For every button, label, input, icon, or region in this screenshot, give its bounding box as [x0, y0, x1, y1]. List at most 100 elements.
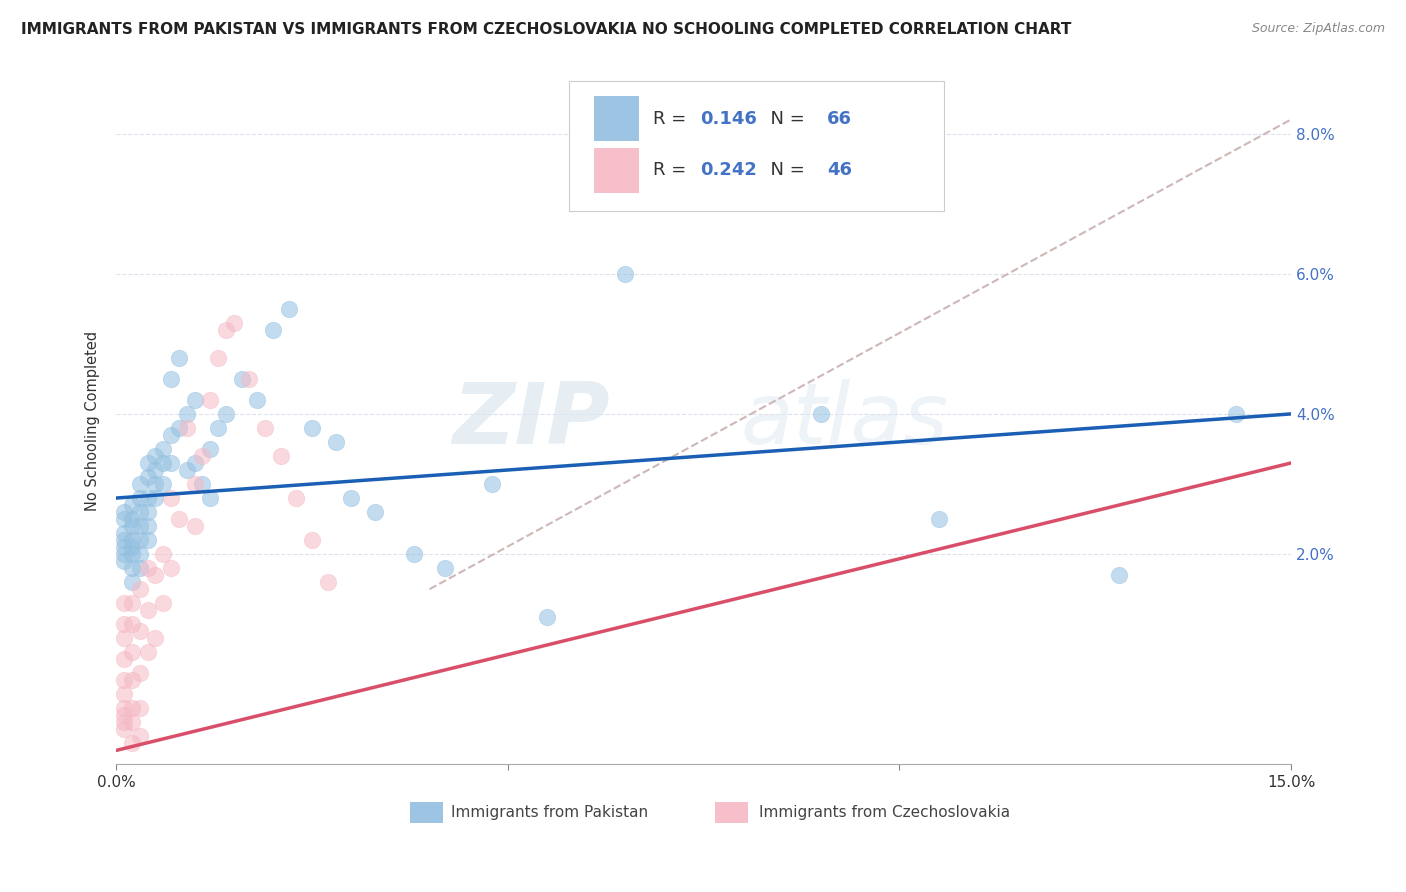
Point: [262, 323, 284, 337]
Point: [160, 372, 183, 386]
Point: [145, 477, 167, 491]
Text: atlas: atlas: [741, 379, 949, 462]
Point: [121, 561, 143, 575]
Point: [160, 428, 183, 442]
Point: [136, 456, 159, 470]
Point: [128, 505, 150, 519]
Point: [176, 407, 198, 421]
Point: [183, 519, 205, 533]
Y-axis label: No Schooling Completed: No Schooling Completed: [86, 331, 100, 511]
Point: [112, 715, 135, 730]
FancyBboxPatch shape: [595, 96, 640, 141]
Point: [136, 603, 159, 617]
Point: [121, 547, 143, 561]
Point: [112, 533, 135, 547]
Point: [231, 372, 253, 386]
Point: [152, 596, 174, 610]
Point: [207, 351, 229, 365]
Point: [207, 421, 229, 435]
Point: [128, 561, 150, 575]
FancyBboxPatch shape: [716, 802, 748, 823]
Point: [145, 449, 167, 463]
Point: [277, 301, 299, 316]
Text: ZIP: ZIP: [453, 379, 610, 462]
Point: [316, 575, 339, 590]
Point: [364, 505, 387, 519]
Point: [112, 687, 135, 701]
Point: [246, 392, 269, 407]
Point: [152, 456, 174, 470]
Point: [112, 540, 135, 554]
Point: [112, 512, 135, 526]
Point: [128, 701, 150, 715]
Point: [270, 449, 292, 463]
Point: [112, 723, 135, 737]
Point: [301, 421, 323, 435]
Point: [176, 463, 198, 477]
Point: [128, 519, 150, 533]
Text: 46: 46: [827, 161, 852, 179]
Point: [183, 392, 205, 407]
Point: [112, 526, 135, 541]
Point: [215, 407, 238, 421]
Point: [121, 617, 143, 632]
Point: [112, 632, 135, 646]
Point: [160, 456, 183, 470]
Text: Immigrants from Czechoslovakia: Immigrants from Czechoslovakia: [759, 805, 1010, 820]
Point: [191, 449, 214, 463]
Point: [167, 351, 190, 365]
Point: [215, 323, 238, 337]
Point: [183, 456, 205, 470]
Point: [136, 470, 159, 484]
Point: [128, 477, 150, 491]
Point: [160, 491, 183, 505]
Point: [121, 715, 143, 730]
Point: [536, 610, 558, 624]
Point: [112, 547, 135, 561]
Point: [928, 512, 950, 526]
Point: [121, 645, 143, 659]
Point: [121, 701, 143, 715]
Point: [145, 568, 167, 582]
Point: [121, 498, 143, 512]
Point: [128, 582, 150, 596]
Point: [136, 533, 159, 547]
Point: [176, 421, 198, 435]
Point: [136, 645, 159, 659]
Point: [200, 442, 222, 456]
Point: [128, 624, 150, 639]
Point: [301, 533, 323, 547]
Text: Source: ZipAtlas.com: Source: ZipAtlas.com: [1251, 22, 1385, 36]
FancyBboxPatch shape: [411, 802, 443, 823]
Point: [112, 554, 135, 568]
Point: [112, 505, 135, 519]
Text: R =: R =: [654, 161, 692, 179]
Point: [200, 491, 222, 505]
Point: [152, 442, 174, 456]
Point: [152, 547, 174, 561]
Text: N =: N =: [759, 161, 810, 179]
Text: IMMIGRANTS FROM PAKISTAN VS IMMIGRANTS FROM CZECHOSLOVAKIA NO SCHOOLING COMPLETE: IMMIGRANTS FROM PAKISTAN VS IMMIGRANTS F…: [21, 22, 1071, 37]
Point: [128, 547, 150, 561]
Point: [121, 575, 143, 590]
Point: [160, 561, 183, 575]
Point: [191, 477, 214, 491]
Point: [136, 505, 159, 519]
Point: [254, 421, 277, 435]
Point: [222, 316, 245, 330]
Point: [810, 407, 832, 421]
Point: [112, 701, 135, 715]
Point: [614, 267, 637, 281]
Point: [121, 519, 143, 533]
Point: [238, 372, 260, 386]
Point: [402, 547, 425, 561]
Text: Immigrants from Pakistan: Immigrants from Pakistan: [451, 805, 648, 820]
Point: [121, 736, 143, 750]
Point: [481, 477, 503, 491]
Point: [325, 434, 347, 449]
Point: [434, 561, 457, 575]
Point: [128, 666, 150, 681]
Point: [1108, 568, 1130, 582]
Point: [136, 491, 159, 505]
Point: [121, 533, 143, 547]
